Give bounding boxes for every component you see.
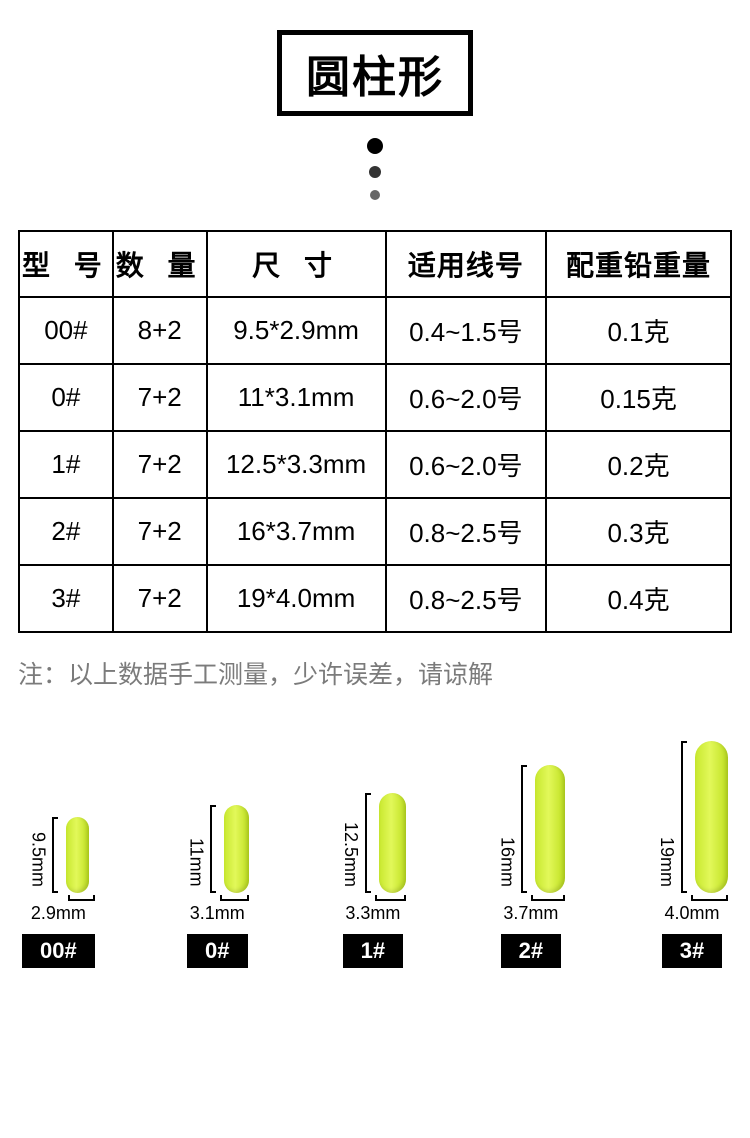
table-header: 数 量 bbox=[113, 231, 207, 297]
size-item: 19mm 4.0mm 3# bbox=[656, 741, 728, 968]
table-cell: 2# bbox=[19, 498, 113, 565]
table-cell: 7+2 bbox=[113, 565, 207, 632]
cylinder-shape bbox=[66, 817, 89, 893]
note-text: 注：以上数据手工测量，少许误差，请谅解 bbox=[18, 655, 732, 691]
width-bracket-row bbox=[22, 895, 95, 901]
table-cell: 7+2 bbox=[113, 498, 207, 565]
table-cell: 0.2克 bbox=[546, 431, 731, 498]
size-badge: 0# bbox=[187, 934, 247, 968]
cylinder-shape bbox=[535, 765, 565, 893]
bracket-horizontal bbox=[691, 895, 728, 901]
width-label: 3.1mm bbox=[185, 903, 249, 924]
table-header: 适用线号 bbox=[386, 231, 547, 297]
size-badge: 2# bbox=[501, 934, 561, 968]
cylinder-shape bbox=[224, 805, 249, 893]
table-cell: 0# bbox=[19, 364, 113, 431]
table-header: 型 号 bbox=[19, 231, 113, 297]
table-row: 0#7+211*3.1mm0.6~2.0号0.15克 bbox=[19, 364, 731, 431]
dot-icon bbox=[370, 190, 380, 200]
width-label: 3.7mm bbox=[496, 903, 565, 924]
table-cell: 0.8~2.5号 bbox=[386, 565, 547, 632]
table-cell: 8+2 bbox=[113, 297, 207, 364]
height-label: 12.5mm bbox=[340, 822, 361, 893]
size-item: 16mm 3.7mm 2# bbox=[496, 765, 565, 968]
bracket-horizontal bbox=[375, 895, 406, 901]
size-figure: 19mm bbox=[656, 741, 728, 893]
width-bracket-row bbox=[496, 895, 565, 901]
width-label: 2.9mm bbox=[22, 903, 95, 924]
decorative-dots bbox=[0, 138, 750, 200]
size-illustration-row: 9.5mm 2.9mm 00# 11mm 3.1mm 0# 12.5mm 3.3mm 1# 16m… bbox=[22, 741, 728, 968]
table-cell: 0.8~2.5号 bbox=[386, 498, 547, 565]
width-label: 4.0mm bbox=[656, 903, 728, 924]
size-badge: 1# bbox=[343, 934, 403, 968]
height-label: 16mm bbox=[496, 837, 517, 893]
table-cell: 3# bbox=[19, 565, 113, 632]
bracket-vertical bbox=[681, 741, 687, 893]
bracket-horizontal bbox=[531, 895, 565, 901]
bracket-vertical bbox=[521, 765, 527, 893]
width-bracket-row bbox=[656, 895, 728, 901]
table-cell: 0.6~2.0号 bbox=[386, 431, 547, 498]
size-badge: 3# bbox=[662, 934, 722, 968]
table-cell: 19*4.0mm bbox=[207, 565, 386, 632]
spec-table: 型 号数 量尺 寸适用线号配重铅重量 00#8+29.5*2.9mm0.4~1.… bbox=[18, 230, 732, 633]
cylinder-shape bbox=[379, 793, 406, 893]
table-cell: 9.5*2.9mm bbox=[207, 297, 386, 364]
height-label: 11mm bbox=[185, 838, 206, 893]
table-cell: 0.15克 bbox=[546, 364, 731, 431]
dot-icon bbox=[369, 166, 381, 178]
table-cell: 0.1克 bbox=[546, 297, 731, 364]
table-cell: 7+2 bbox=[113, 364, 207, 431]
table-cell: 00# bbox=[19, 297, 113, 364]
table-header: 尺 寸 bbox=[207, 231, 386, 297]
width-label: 3.3mm bbox=[340, 903, 406, 924]
table-cell: 0.4克 bbox=[546, 565, 731, 632]
height-label: 19mm bbox=[656, 837, 677, 893]
table-row: 1#7+212.5*3.3mm0.6~2.0号0.2克 bbox=[19, 431, 731, 498]
size-item: 12.5mm 3.3mm 1# bbox=[340, 793, 406, 968]
bracket-vertical bbox=[52, 817, 58, 893]
table-cell: 1# bbox=[19, 431, 113, 498]
dot-icon bbox=[367, 138, 383, 154]
table-cell: 7+2 bbox=[113, 431, 207, 498]
height-label: 9.5mm bbox=[27, 832, 48, 893]
cylinder-shape bbox=[695, 741, 728, 893]
bracket-vertical bbox=[210, 805, 216, 893]
bracket-horizontal bbox=[220, 895, 249, 901]
size-figure: 11mm bbox=[185, 805, 249, 893]
table-header: 配重铅重量 bbox=[546, 231, 731, 297]
bracket-vertical bbox=[365, 793, 371, 893]
width-bracket-row bbox=[185, 895, 249, 901]
bracket-horizontal bbox=[68, 895, 95, 901]
table-cell: 12.5*3.3mm bbox=[207, 431, 386, 498]
size-figure: 16mm bbox=[496, 765, 565, 893]
size-figure: 9.5mm bbox=[27, 817, 89, 893]
table-cell: 16*3.7mm bbox=[207, 498, 386, 565]
size-item: 9.5mm 2.9mm 00# bbox=[22, 817, 95, 968]
size-item: 11mm 3.1mm 0# bbox=[185, 805, 249, 968]
title-box: 圆柱形 bbox=[277, 30, 473, 116]
size-figure: 12.5mm bbox=[340, 793, 406, 893]
table-cell: 11*3.1mm bbox=[207, 364, 386, 431]
width-bracket-row bbox=[340, 895, 406, 901]
size-badge: 00# bbox=[22, 934, 95, 968]
table-row: 00#8+29.5*2.9mm0.4~1.5号0.1克 bbox=[19, 297, 731, 364]
table-row: 3#7+219*4.0mm0.8~2.5号0.4克 bbox=[19, 565, 731, 632]
table-row: 2#7+216*3.7mm0.8~2.5号0.3克 bbox=[19, 498, 731, 565]
table-cell: 0.3克 bbox=[546, 498, 731, 565]
table-cell: 0.4~1.5号 bbox=[386, 297, 547, 364]
page-title: 圆柱形 bbox=[306, 53, 444, 102]
table-cell: 0.6~2.0号 bbox=[386, 364, 547, 431]
